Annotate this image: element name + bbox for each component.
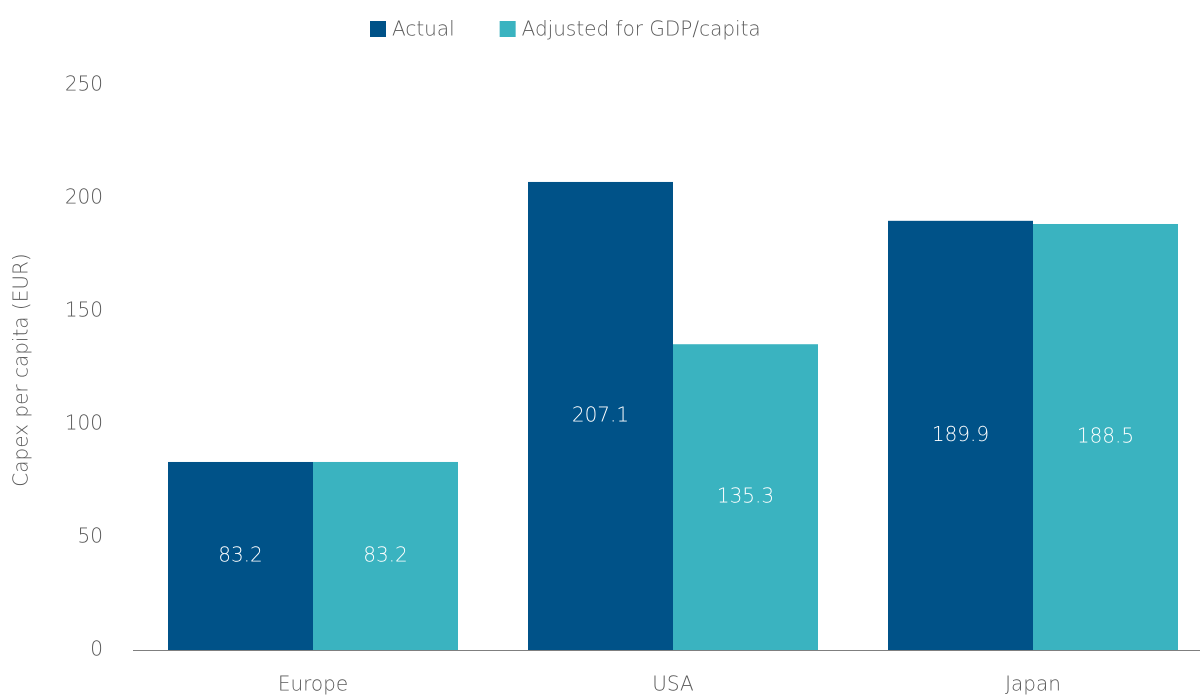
x-tick-label: Japan xyxy=(1005,672,1061,696)
x-tick-label: Europe xyxy=(278,672,348,696)
y-tick-label: 200 xyxy=(65,185,103,209)
x-tick-label: USA xyxy=(652,672,694,696)
y-tick-label: 250 xyxy=(65,72,103,96)
data-label: 207.1 xyxy=(572,402,629,426)
legend-label: Actual xyxy=(392,17,455,41)
bar xyxy=(168,461,313,650)
y-tick-label: 150 xyxy=(65,298,103,322)
bar xyxy=(1033,223,1178,651)
bar xyxy=(673,344,818,650)
legend-swatch xyxy=(499,21,516,37)
bar xyxy=(528,181,673,651)
bar xyxy=(888,220,1033,651)
data-label: 83.2 xyxy=(218,542,263,566)
data-label: 135.3 xyxy=(717,484,774,508)
y-tick-label: 100 xyxy=(65,411,103,435)
data-label: 83.2 xyxy=(363,542,408,566)
data-label: 188.5 xyxy=(1077,423,1134,447)
y-tick-label: 50 xyxy=(78,524,103,548)
data-label: 189.9 xyxy=(932,422,989,446)
legend-label: Adjusted for GDP/capita xyxy=(522,17,761,41)
bar xyxy=(313,461,458,650)
y-axis-label: Capex per capita (EUR) xyxy=(9,253,33,486)
y-tick-label: 0 xyxy=(90,637,103,661)
legend-swatch xyxy=(370,21,386,37)
